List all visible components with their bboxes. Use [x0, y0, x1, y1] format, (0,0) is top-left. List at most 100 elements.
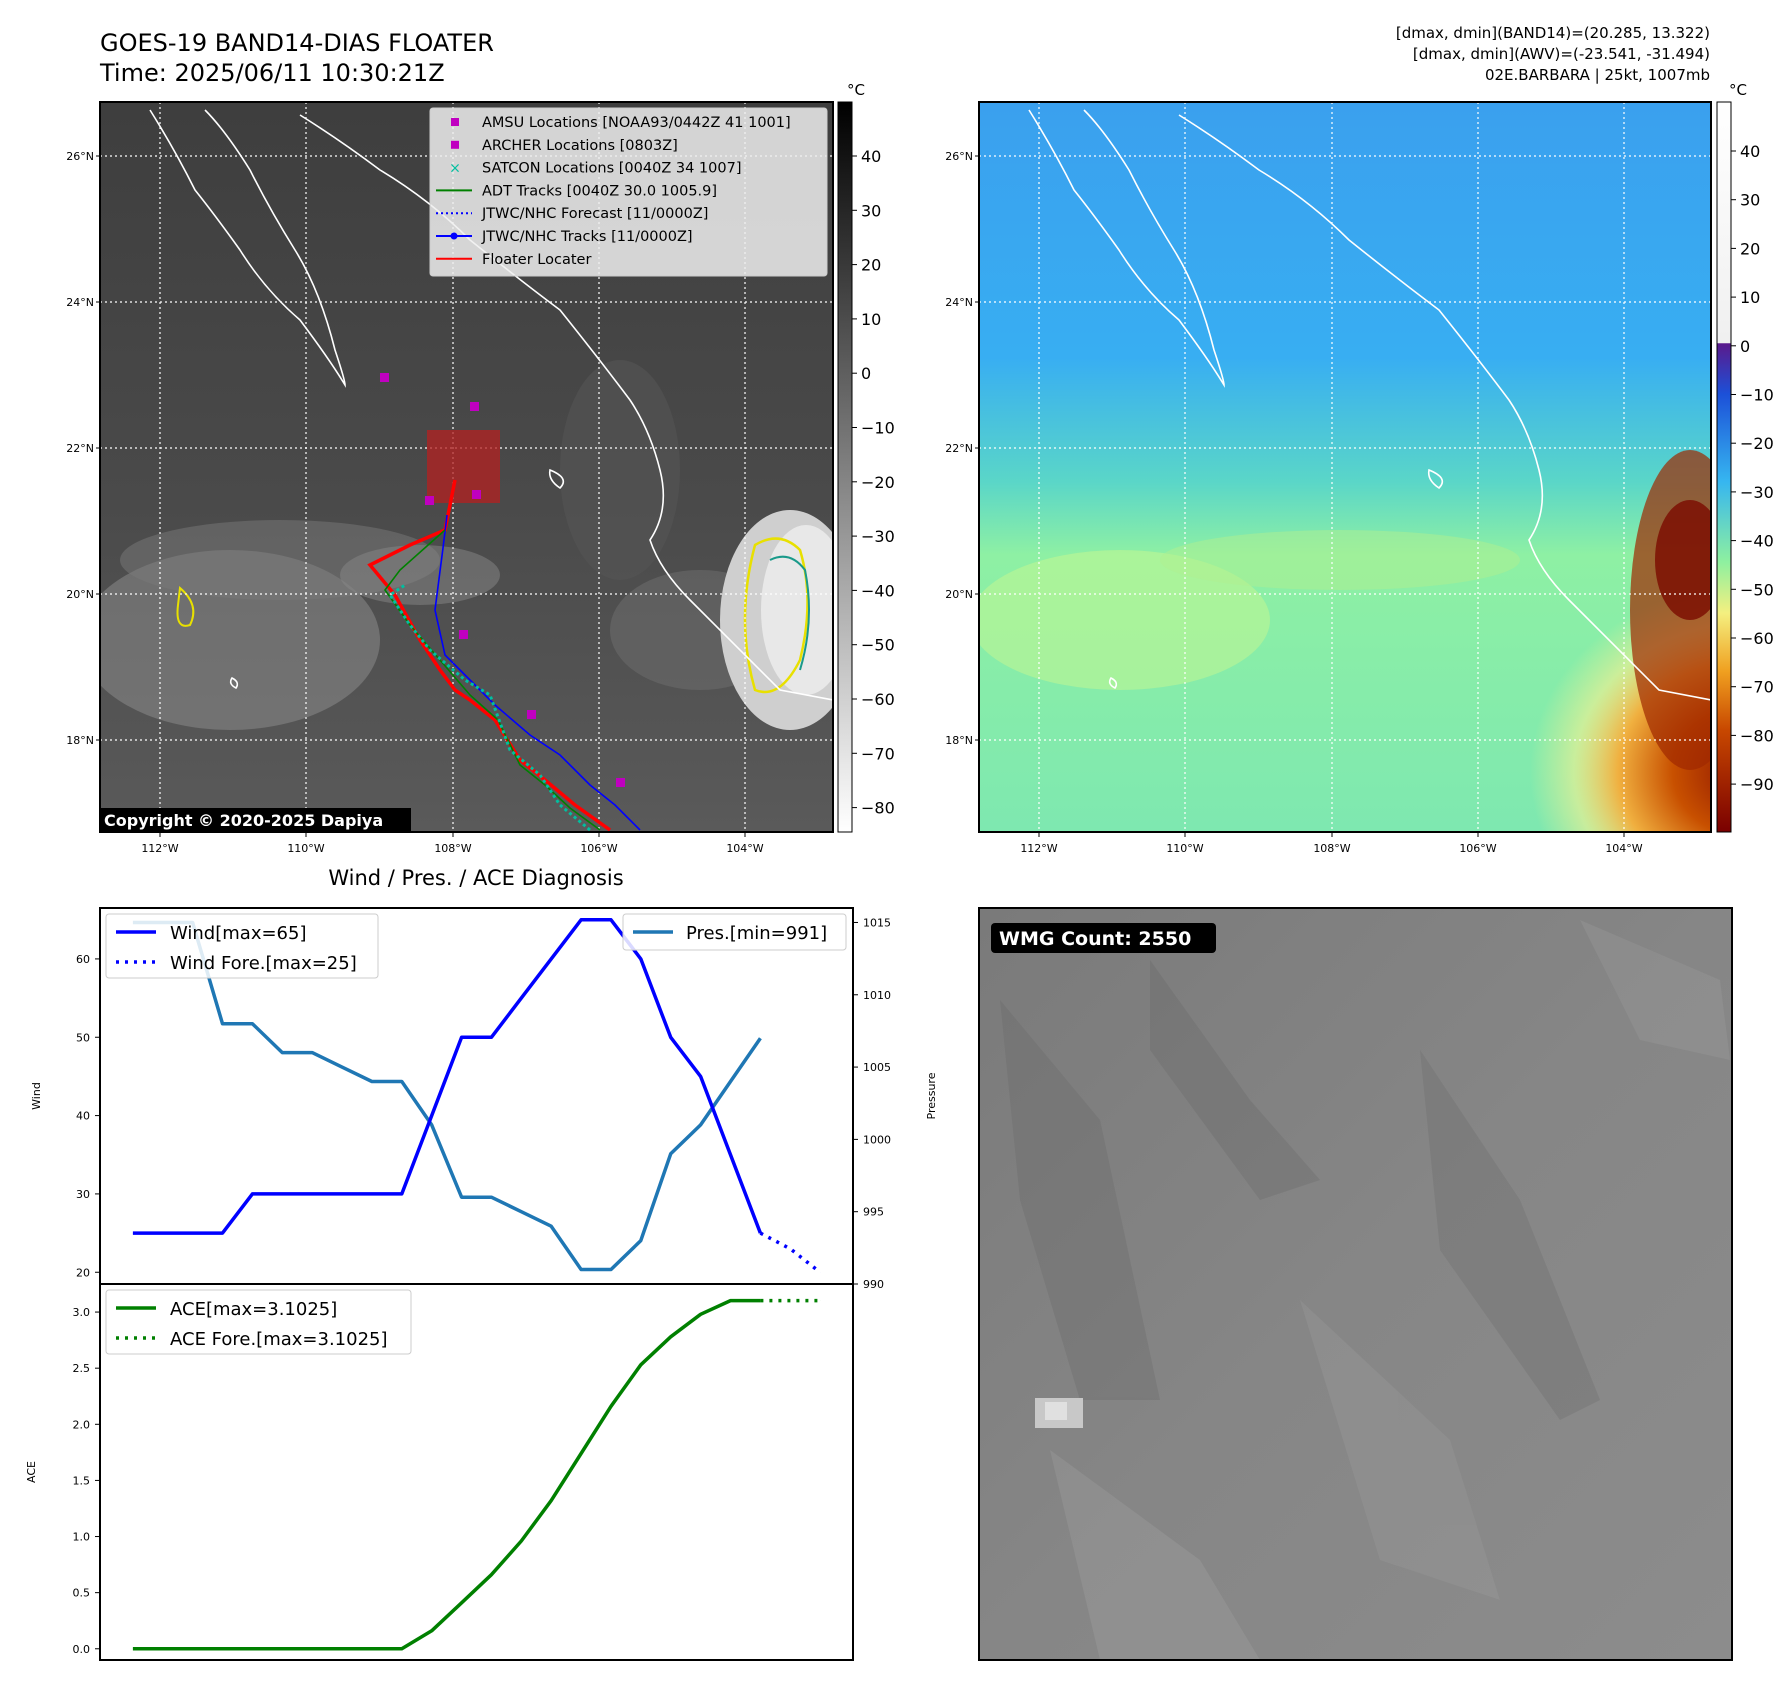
- pressure-tick-label: 1005: [863, 1061, 891, 1074]
- pressure-tick-label: 1000: [863, 1133, 891, 1146]
- ace-tick-label: 2.5: [73, 1362, 91, 1375]
- pressure-tick-label: 1015: [863, 916, 891, 929]
- awv-map-panel: 26°N 24°N 22°N 20°N 18°N 112°W 110°W 108°W 106°…: [945, 81, 1774, 855]
- storm-info: 02E.BARBARA | 25kt, 1007mb: [1485, 66, 1710, 84]
- lon-label: 108°W: [434, 842, 471, 855]
- colorbar-tick-label: 30: [861, 201, 881, 220]
- colorbar-tick-label: −60: [861, 690, 895, 709]
- lat-label: 26°N: [945, 150, 973, 163]
- colorbar-tick-label: −20: [861, 473, 895, 492]
- wind-tick-label: 50: [76, 1031, 90, 1044]
- floater-locater-box: [427, 430, 500, 503]
- lon-label: 112°W: [141, 842, 178, 855]
- ace-tick-label: 2.0: [73, 1418, 91, 1431]
- colorbar-tick-label: −10: [1740, 386, 1774, 405]
- awv-colorbar: [1716, 101, 1732, 833]
- pressure-line: [132, 920, 762, 1272]
- lat-label: 22°N: [945, 442, 973, 455]
- colorbar-tick-label: −60: [1740, 629, 1774, 648]
- colorbar-tick-label: 10: [861, 310, 881, 329]
- wmg-frame: [978, 907, 1733, 1661]
- figure-time: Time: 2025/06/11 10:30:21Z: [99, 59, 445, 87]
- ir-colorbar: [837, 101, 853, 833]
- colorbar-tick-label: 30: [1740, 191, 1760, 210]
- ir-map-imagery: Copyright © 2020-2025 Dapiya: [100, 102, 833, 832]
- pressure-axis-label: Pressure: [925, 1072, 938, 1119]
- lat-label: 22°N: [66, 442, 94, 455]
- colorbar-tick-label: −40: [861, 581, 895, 600]
- colorbar-tick-label: −20: [1740, 434, 1774, 453]
- colorbar-tick-label: −30: [1740, 483, 1774, 502]
- ace-chart: ACE 3.0 2.5 2.0 1.5 1.0 0.5 0.0 ACE[max=3.1025…: [25, 1283, 854, 1661]
- legend-label: ADT Tracks [0040Z 30.0 1005.9]: [482, 183, 717, 199]
- awv-map-lat-labels: 26°N 24°N 22°N 20°N 18°N: [945, 150, 979, 747]
- ace-line: [132, 1298, 761, 1651]
- lat-label: 24°N: [945, 296, 973, 309]
- colorbar-tick-label: 10: [1740, 288, 1760, 307]
- ir-colorbar-ticks: 40 30 20 10 0 −10 −20 −30 −40 −50 −60 −70 −80: [852, 147, 895, 818]
- wind-tick-label: 60: [76, 953, 90, 966]
- wind-tick-label: 30: [76, 1188, 90, 1201]
- legend-marker: ×: [449, 161, 461, 177]
- wmg-panel: WMG Count: 2550: [978, 907, 1733, 1661]
- lat-label: 18°N: [945, 734, 973, 747]
- wind-tick-label: 40: [76, 1110, 90, 1123]
- ace-axis-label: ACE: [25, 1461, 38, 1483]
- legend-label: JTWC/NHC Forecast [11/0000Z]: [481, 206, 708, 222]
- ir-map-lon-labels: 112°W 110°W 108°W 106°W 104°W: [141, 832, 764, 855]
- lat-label: 18°N: [66, 734, 94, 747]
- ace-legend: ACE[max=3.1025] ACE Fore.[max=3.1025]: [105, 1289, 412, 1355]
- lon-label: 106°W: [1459, 842, 1496, 855]
- ir-map-panel: Copyright © 2020-2025 Dapiya AMSU Locati…: [66, 81, 895, 855]
- colorbar-tick-label: 0: [1740, 337, 1750, 356]
- wind-legend: Wind[max=65] Wind Fore.[max=25]: [105, 913, 379, 979]
- pressure-tick-label: 1010: [863, 989, 891, 1002]
- colorbar-tick-label: 20: [1740, 239, 1760, 258]
- legend-label: Floater Locater: [482, 252, 591, 268]
- amsu-points: [380, 373, 625, 787]
- legend-marker: [450, 232, 458, 240]
- wind-axis-ticks: 60 50 40 30 20: [76, 953, 100, 1279]
- copyright-box: [100, 808, 411, 832]
- awv-map-lon-labels: 112°W 110°W 108°W 106°W 104°W: [1020, 832, 1643, 855]
- ace-legend-label: ACE[max=3.1025]: [170, 1299, 337, 1320]
- pressure-tick-label: 990: [863, 1278, 884, 1291]
- colorbar-tick-label: −40: [1740, 532, 1774, 551]
- copyright-text: Copyright © 2020-2025 Dapiya: [104, 811, 383, 830]
- pressure-legend-label: Pres.[min=991]: [686, 923, 827, 944]
- jtwc-track: [434, 514, 641, 831]
- lon-label: 106°W: [580, 842, 617, 855]
- wmg-imagery: [979, 908, 1732, 1660]
- awv-colorbar-ticks: 40 30 20 10 0 −10 −20 −30 −40 −50 −60 −70 −80 −90: [1731, 142, 1774, 794]
- ace-axis-ticks: 3.0 2.5 2.0 1.5 1.0 0.5 0.0: [73, 1306, 100, 1656]
- colorbar-tick-label: 0: [861, 364, 871, 383]
- colorbar-tick-label: −50: [861, 636, 895, 655]
- awv-colorbar-unit: °C: [1729, 81, 1747, 99]
- awv-map-gridlines: [979, 102, 1711, 832]
- pressure-axis-ticks: 1015 1010 1005 1000 995 990: [853, 916, 891, 1291]
- satcon-track: [387, 583, 591, 832]
- awv-map-imagery: [979, 102, 1711, 832]
- figure-title: GOES-19 BAND14-DIAS FLOATER: [100, 29, 494, 57]
- ace-tick-label: 1.5: [73, 1474, 91, 1487]
- lon-label: 112°W: [1020, 842, 1057, 855]
- colorbar-tick-label: −90: [1740, 775, 1774, 794]
- legend-label: AMSU Locations [NOAA93/0442Z 41 1001]: [482, 115, 791, 131]
- wmg-texture: [1000, 920, 1730, 1660]
- wind-legend-label: Wind[max=65]: [170, 923, 307, 944]
- awv-map-frame: [978, 101, 1712, 833]
- ace-tick-label: 3.0: [73, 1306, 91, 1319]
- colorbar-tick-label: 20: [861, 256, 881, 275]
- ir-colorbar-unit: °C: [847, 81, 865, 99]
- colorbar-tick-label: −80: [861, 799, 895, 818]
- lon-label: 108°W: [1313, 842, 1350, 855]
- pressure-tick-label: 995: [863, 1206, 884, 1219]
- wind-forecast-line: [759, 1231, 822, 1274]
- legend-marker: [451, 118, 459, 126]
- wind-tick-label: 20: [76, 1266, 90, 1279]
- colorbar-tick-label: 40: [1740, 142, 1760, 161]
- colorbar-tick-label: −30: [861, 527, 895, 546]
- legend-marker: [451, 140, 459, 149]
- wind-series-layer: [132, 918, 822, 1274]
